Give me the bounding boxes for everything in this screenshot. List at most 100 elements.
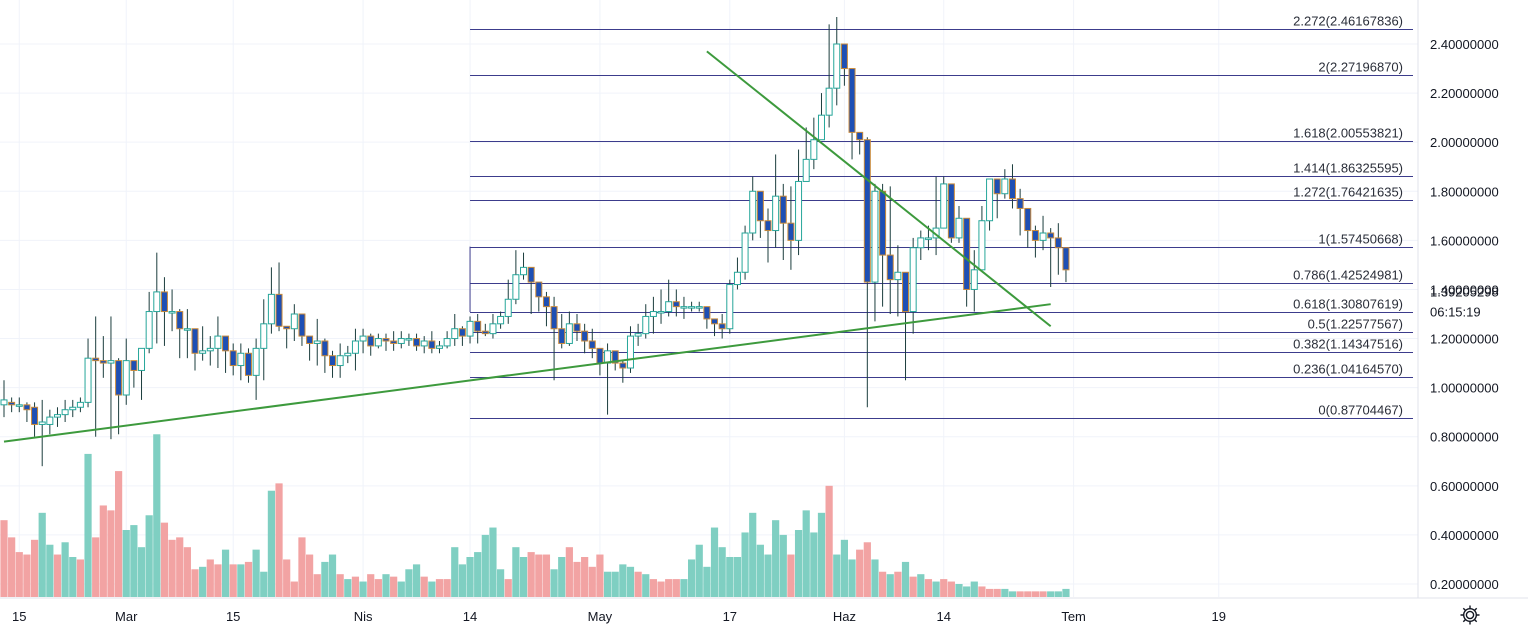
time-tick-label: 15 <box>12 609 26 624</box>
candle-body <box>46 416 54 425</box>
time-tick-label: 14 <box>463 609 477 624</box>
time-axis[interactable]: 15 Mar 15 Nis 14 May 17 Haz 14 Tem 19 <box>0 597 1528 624</box>
candle-body <box>726 284 734 330</box>
candle-body <box>856 131 864 141</box>
volume-bar <box>351 576 360 597</box>
volume-bar <box>718 547 726 597</box>
volume-bar <box>237 564 245 597</box>
time-tick-label: Haz <box>833 609 856 624</box>
candle-body <box>497 315 505 325</box>
volume-bar <box>497 569 505 597</box>
price-tick-label: 1.00000000 <box>1430 381 1499 396</box>
trendlines[interactable] <box>3 50 1052 443</box>
candle-body <box>267 293 275 325</box>
candle-body <box>191 328 199 354</box>
candle-body <box>680 306 688 309</box>
volume-bar <box>23 554 31 597</box>
volume-bar <box>405 569 413 597</box>
fibonacci-extension[interactable]: 2.272(2.46167836) 2(2.27196870) 1.618(2.00… <box>469 14 1413 419</box>
volume-bar <box>810 532 818 597</box>
volume-bar <box>856 549 864 597</box>
volume-bar <box>649 579 657 597</box>
volume-bar <box>726 557 734 597</box>
time-tick-label: Tem <box>1061 609 1086 624</box>
candle-body <box>61 409 69 416</box>
candle-body <box>1047 232 1055 239</box>
candle-body <box>810 139 818 160</box>
countdown-label: 06:15:19 <box>1430 304 1481 319</box>
candle-body <box>435 345 443 349</box>
candle-body <box>443 338 451 347</box>
volume-bar <box>741 532 749 597</box>
candle-body <box>405 338 413 341</box>
volume-bar <box>1031 591 1039 597</box>
candle-body <box>833 43 841 89</box>
volume-bar <box>756 544 764 597</box>
price-tick-label: 0.60000000 <box>1430 479 1499 494</box>
candle-body <box>306 335 314 344</box>
volume-bar <box>733 557 742 597</box>
candle-body <box>168 311 176 314</box>
candle-body <box>573 323 581 332</box>
candle-body <box>611 350 619 364</box>
volume-bar <box>542 554 551 597</box>
volume-bar <box>512 547 520 597</box>
volume-bar <box>99 505 107 597</box>
volume-bar <box>603 571 612 597</box>
candle-body <box>38 421 46 425</box>
volume-bar <box>978 586 986 597</box>
fib-level-label: 1(1.57450668) <box>1318 232 1403 247</box>
volume-bar <box>1047 591 1055 597</box>
trendline-support <box>3 303 1051 443</box>
candle-body <box>1016 198 1024 209</box>
volume-bar <box>657 581 665 597</box>
candle-body <box>329 355 337 367</box>
volume-bar <box>665 579 673 597</box>
candle-body <box>978 220 986 271</box>
volume-bar <box>145 515 153 597</box>
candle-body <box>894 271 902 281</box>
volume-bar <box>283 559 291 597</box>
volume-bar <box>955 584 963 597</box>
volume-bar <box>703 566 711 597</box>
candle-body <box>474 320 482 332</box>
volume-bar <box>1024 591 1032 597</box>
candle-body <box>1031 230 1039 241</box>
candle-body <box>802 158 810 182</box>
volume-bar <box>565 547 573 597</box>
candle-body <box>902 271 910 313</box>
volume-bar <box>84 453 92 597</box>
price-tick-label: 1.60000000 <box>1430 233 1499 248</box>
fib-level-label: 0.618(1.30807619) <box>1293 297 1403 312</box>
volume-bar <box>107 510 115 597</box>
volume-bar <box>1016 591 1024 597</box>
volume-bar <box>122 530 130 597</box>
candle-body <box>1062 247 1070 271</box>
volume-bar <box>596 554 604 597</box>
volume-bar <box>443 579 451 597</box>
candle-body <box>703 306 711 320</box>
gear-icon[interactable] <box>1458 603 1482 627</box>
candle-body <box>879 190 887 256</box>
volume-bar <box>993 588 1001 597</box>
volume-bar <box>879 571 887 597</box>
volume-bar <box>115 471 123 597</box>
volume-bar <box>611 571 619 597</box>
volume-bar <box>260 571 268 597</box>
fib-level-label: 2.272(2.46167836) <box>1293 14 1403 29</box>
candle-body <box>69 406 77 411</box>
candle-body <box>53 414 61 418</box>
fib-level-label: 1.272(1.76421635) <box>1293 185 1403 200</box>
price-tick-label: 0.20000000 <box>1430 577 1499 592</box>
volume-bar <box>244 561 253 597</box>
candle-body <box>1039 232 1047 241</box>
volume-bar <box>794 530 803 597</box>
candle-body <box>787 222 795 241</box>
volume-bar <box>787 554 795 597</box>
candle-body <box>535 281 543 298</box>
price-axis[interactable]: 2.40000000 2.20000000 2.00000000 1.80000000… <box>0 0 1499 598</box>
volume-bar <box>328 554 337 597</box>
candle-body <box>733 271 741 286</box>
volume-bar <box>30 539 39 597</box>
